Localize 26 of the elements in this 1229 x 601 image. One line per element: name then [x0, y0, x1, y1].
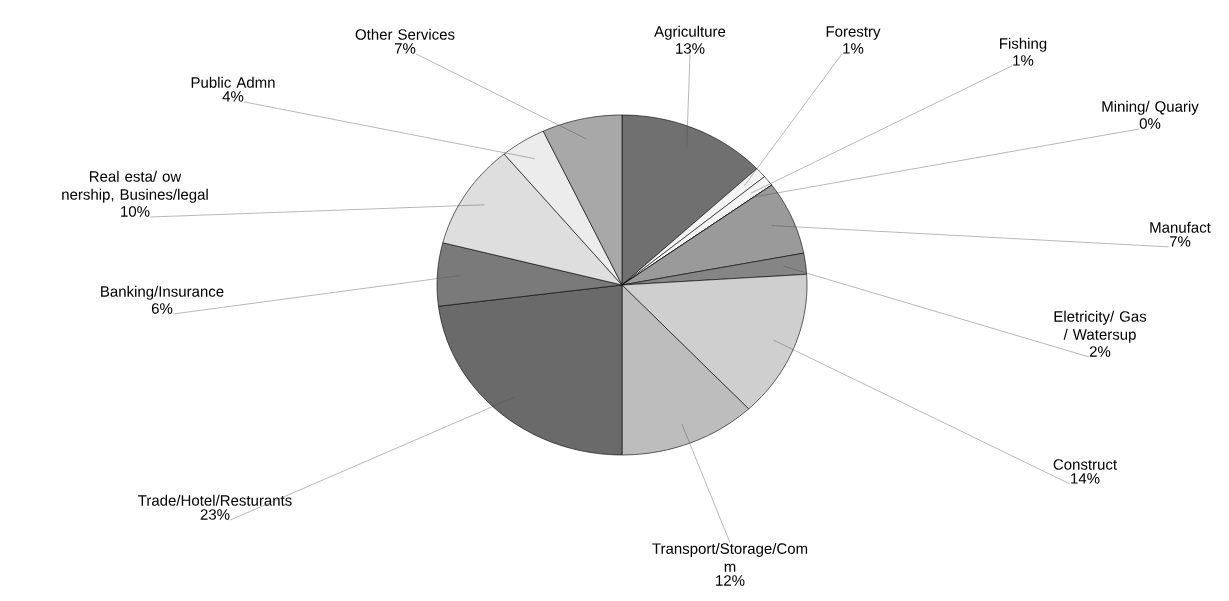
text: 0% — [1139, 118, 1161, 129]
slice-label: Manufact — [1150, 221, 1211, 233]
slice-label: Fishing — [1000, 37, 1047, 52]
slice-label: Transport/Storage/Com m — [652, 542, 808, 572]
data-label: 23% — [200, 509, 230, 520]
data-label: 1% — [843, 43, 864, 54]
data-label: 4% — [222, 91, 244, 102]
data-label: 12% — [716, 575, 745, 586]
data-label: 14% — [1071, 473, 1100, 484]
slice-label: Construct — [1053, 459, 1117, 470]
slice-label: Other Services — [355, 28, 455, 40]
data-label: 7% — [1169, 236, 1191, 247]
slice-label: Forestry — [826, 26, 881, 40]
slice-label: Public Admn — [191, 76, 275, 88]
slice-label: Trade/Hotel/Resturants — [138, 494, 292, 506]
data-label: 13% — [676, 43, 705, 54]
data-label: 2% — [1089, 346, 1111, 357]
data-label: 6% — [151, 303, 173, 314]
slice-label: Banking/Insurance — [101, 285, 224, 300]
category-label: Mining/ Quariy — [1102, 100, 1199, 115]
slice-label: Real esta/ ow nership, Busines/legal — [62, 170, 208, 203]
slice-label: Eletricity/ Gas / Watersup — [1054, 310, 1147, 343]
data-label: 7% — [394, 43, 416, 54]
data-label: 10% — [121, 206, 150, 217]
slice-label: Agriculture — [654, 25, 726, 40]
data-label: 1% — [1013, 55, 1034, 66]
